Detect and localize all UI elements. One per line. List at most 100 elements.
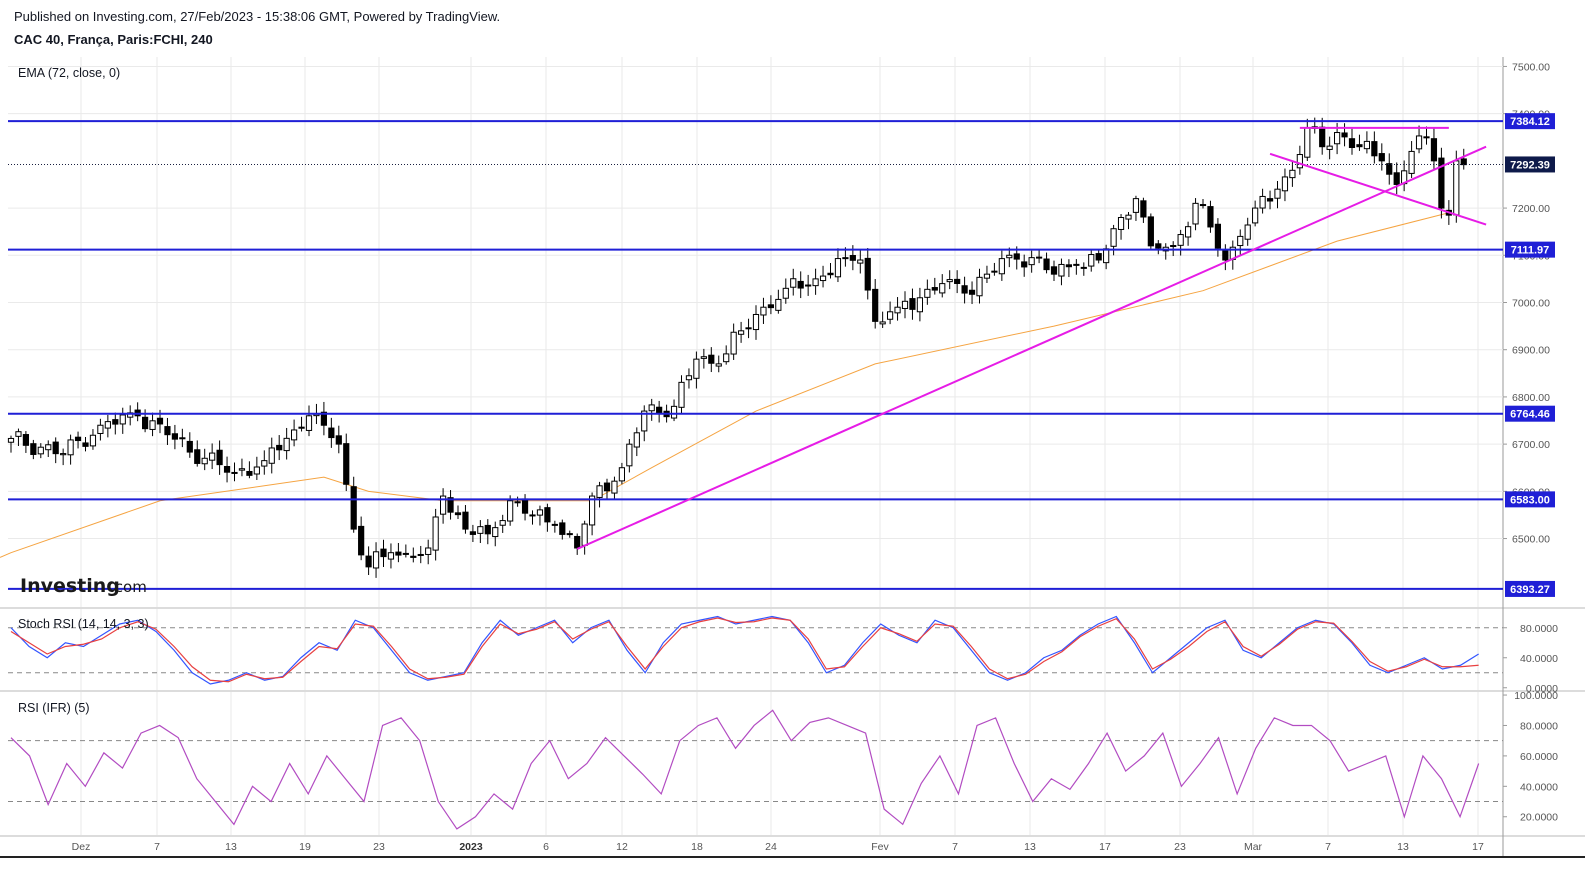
candle-body	[939, 283, 946, 294]
candle-body	[1065, 264, 1073, 268]
candle-body	[432, 516, 439, 551]
symbol-title: CAC 40, França, Paris:FCHI, 240	[14, 32, 213, 47]
price-axis[interactable]: 6500.006600.006700.006800.006900.007000.…	[1503, 61, 1558, 824]
x-tick-label: Dez	[72, 841, 91, 853]
candle-body	[1304, 127, 1311, 158]
candle-body	[566, 533, 573, 536]
candle-body	[775, 298, 782, 311]
logo-suffix: .com	[110, 578, 147, 596]
candle-body	[1274, 188, 1281, 199]
candle-body	[1281, 176, 1289, 192]
candle-body	[648, 404, 655, 412]
x-tick-label: 18	[691, 841, 703, 853]
candle-body	[1207, 206, 1214, 228]
candle-body	[320, 411, 327, 426]
candle-body	[30, 443, 37, 455]
candle-body	[514, 501, 521, 504]
candle-body	[484, 524, 491, 535]
candle-body	[1013, 253, 1020, 260]
logo-brand: Investing	[20, 575, 120, 597]
x-tick-label: 17	[1472, 841, 1484, 853]
level-badge	[1505, 491, 1555, 508]
candle-body	[1117, 217, 1125, 230]
candle-body	[805, 284, 812, 287]
level-badge-label: 7111.97	[1511, 245, 1550, 257]
trendlines	[576, 126, 1487, 550]
candle-body	[574, 535, 581, 549]
rsi-y-tick-label: 100.0000	[1514, 690, 1558, 702]
candle-body	[194, 449, 201, 464]
rsi-label: RSI (IFR) (5)	[18, 701, 90, 715]
level-badge-label: 6583.00	[1510, 494, 1550, 506]
candle-body	[968, 289, 976, 295]
time-axis[interactable]: Dez 7 13 19 23 2023 6 12 18 24 Fev 7 13 17 23 Mar 7 13 17	[72, 841, 1484, 853]
candle-body	[477, 526, 484, 534]
candle-body	[1192, 202, 1199, 225]
x-tick-label: 12	[616, 841, 628, 853]
candle-body	[201, 457, 208, 465]
candle-body	[1289, 169, 1296, 179]
grid	[0, 57, 1585, 858]
candle-body	[559, 522, 566, 535]
candle-body	[365, 555, 372, 568]
candle-body	[1006, 254, 1013, 259]
candle-body	[1356, 144, 1363, 148]
candle-body	[924, 288, 931, 298]
candle-body	[730, 331, 737, 355]
candle-body	[812, 278, 819, 287]
candle-body	[901, 300, 909, 309]
candle-body	[849, 255, 856, 261]
candle-body	[186, 440, 193, 453]
candle-body	[380, 548, 387, 558]
candle-body	[1378, 153, 1385, 162]
candle-body	[782, 287, 789, 299]
candle-body	[1252, 207, 1259, 224]
candle-body	[283, 437, 290, 452]
candle-body	[395, 551, 402, 556]
candle-body	[507, 500, 514, 522]
candle-body	[842, 257, 849, 260]
candle-body	[827, 272, 834, 276]
candle-body	[223, 466, 231, 473]
candle-body	[618, 467, 625, 482]
current-price-label: 7292.39	[1510, 159, 1550, 171]
candle-body	[745, 327, 752, 330]
candle-body	[954, 278, 961, 284]
candle-body	[1341, 132, 1348, 138]
x-tick-label: 7	[154, 841, 160, 853]
y-tick-label: 6500.00	[1512, 534, 1550, 546]
candle-body	[67, 439, 74, 456]
candle-body	[909, 298, 916, 310]
candle-body	[447, 497, 454, 513]
trendline	[1269, 152, 1487, 226]
pane-labels: EMA (72, close, 0) Stoch RSI (14, 14, 3, …	[18, 66, 149, 715]
candle-body	[961, 285, 968, 294]
candle-body	[685, 375, 693, 381]
candle-body	[350, 486, 357, 530]
candle-body	[231, 471, 238, 474]
level-badge	[1505, 113, 1555, 130]
stoch-y-tick-label: 0.0000	[1526, 683, 1558, 695]
trendline	[576, 145, 1487, 550]
candle-body	[97, 424, 104, 434]
candle-body	[790, 278, 797, 288]
candle-body	[544, 507, 551, 523]
x-tick-label: Fev	[871, 841, 889, 853]
level-badge-label: 7384.12	[1510, 116, 1550, 128]
publish-info: Published on Investing.com, 27/Feb/2023 …	[14, 9, 501, 24]
candle-body	[1125, 214, 1132, 220]
y-tick-label: 7000.00	[1512, 297, 1550, 309]
rsi-series-line	[10, 709, 1480, 830]
stoch-rsi-label: Stoch RSI (14, 14, 3, 3)	[18, 617, 149, 631]
candle-body	[1103, 248, 1110, 264]
candle-body	[268, 447, 275, 464]
candle-body	[1415, 135, 1423, 150]
candle-body	[305, 415, 313, 431]
candle-body	[112, 419, 119, 425]
y-tick-label: 7200.00	[1512, 203, 1550, 215]
stoch-series-line	[10, 617, 1479, 683]
candle-body	[1170, 245, 1177, 248]
candle-body	[834, 258, 842, 278]
x-tick-label: Mar	[1244, 841, 1263, 853]
